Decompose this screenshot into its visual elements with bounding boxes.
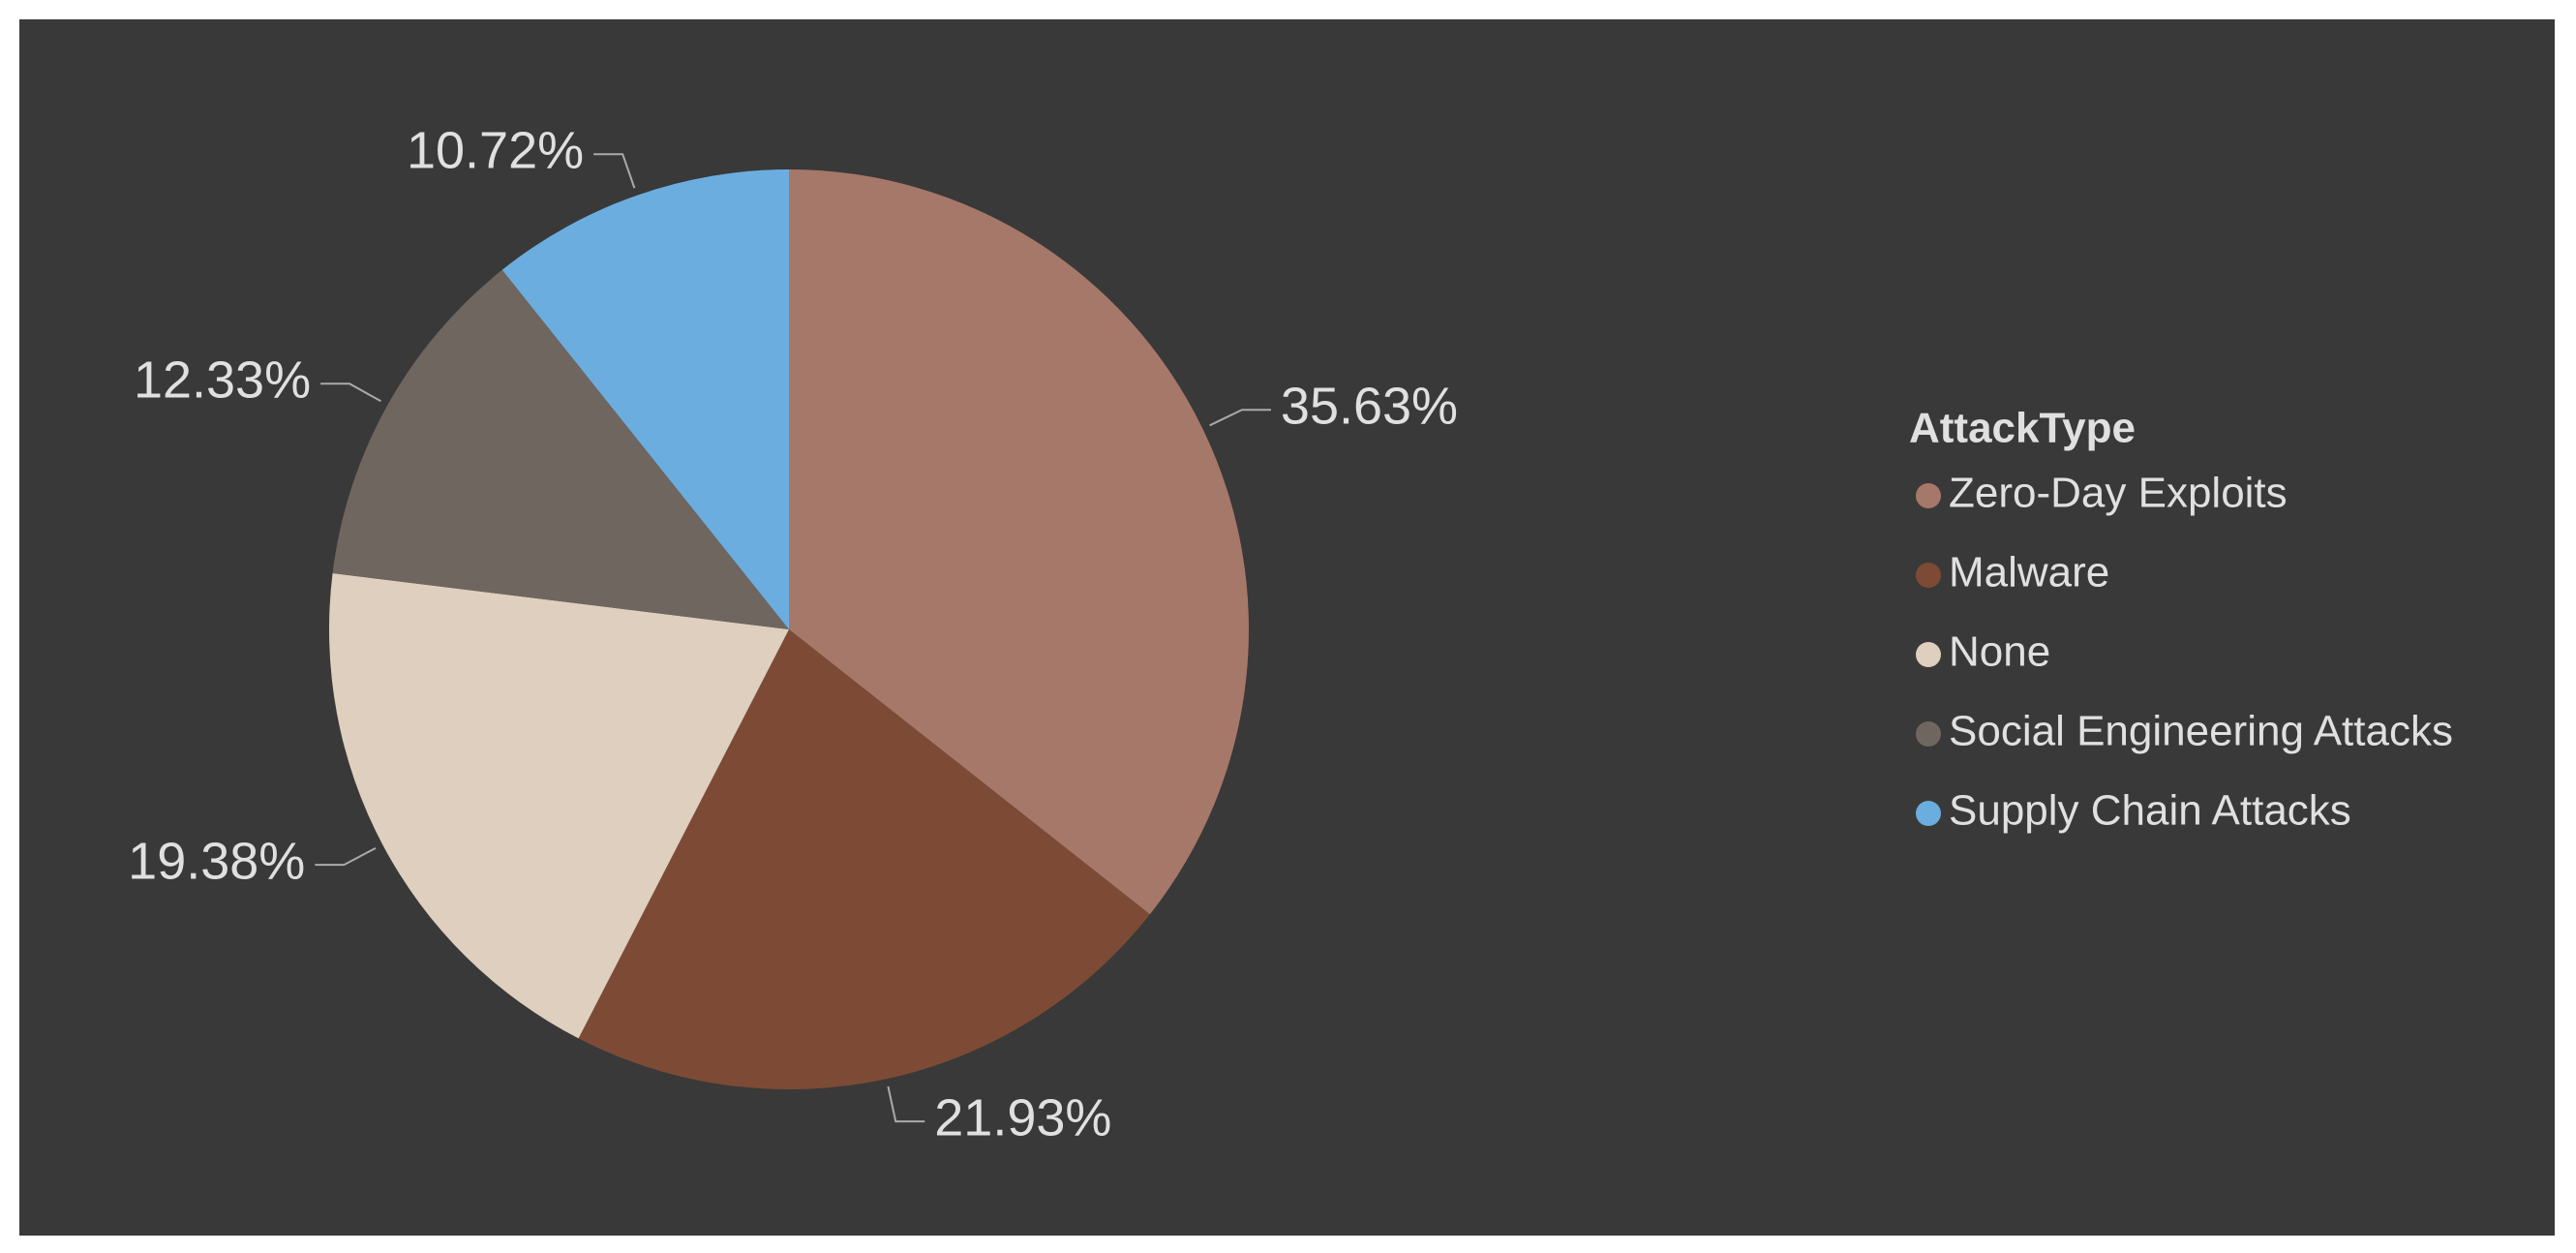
leader-line <box>593 153 636 189</box>
leader-line <box>887 1085 925 1123</box>
data-label: 19.38% <box>128 832 305 890</box>
data-label: 12.33% <box>134 351 311 410</box>
data-label: 21.93% <box>934 1088 1111 1146</box>
pie-slice <box>332 269 789 629</box>
legend-label: Social Engineering Attacks <box>1949 708 2453 755</box>
legend-marker <box>1916 642 1941 667</box>
legend-label: Supply Chain Attacks <box>1949 787 2351 835</box>
legend-label: Malware <box>1949 549 2109 596</box>
legend-label: Zero-Day Exploits <box>1949 470 2288 517</box>
legend-marker <box>1916 801 1941 826</box>
legend-title: AttackType <box>1909 405 2136 452</box>
legend-label: None <box>1949 628 2050 676</box>
leader-line <box>1209 409 1271 427</box>
pie-slice <box>578 629 1150 1089</box>
pie-slice <box>789 169 1250 915</box>
data-label: 10.72% <box>407 121 584 179</box>
leader-line <box>320 382 381 403</box>
legend-marker <box>1916 483 1941 508</box>
pie-slice <box>328 573 789 1039</box>
leader-line <box>315 846 377 867</box>
legend-marker <box>1916 563 1941 588</box>
data-label: 35.63% <box>1281 377 1458 435</box>
legend-marker <box>1916 721 1941 747</box>
pie-slice <box>501 169 789 629</box>
